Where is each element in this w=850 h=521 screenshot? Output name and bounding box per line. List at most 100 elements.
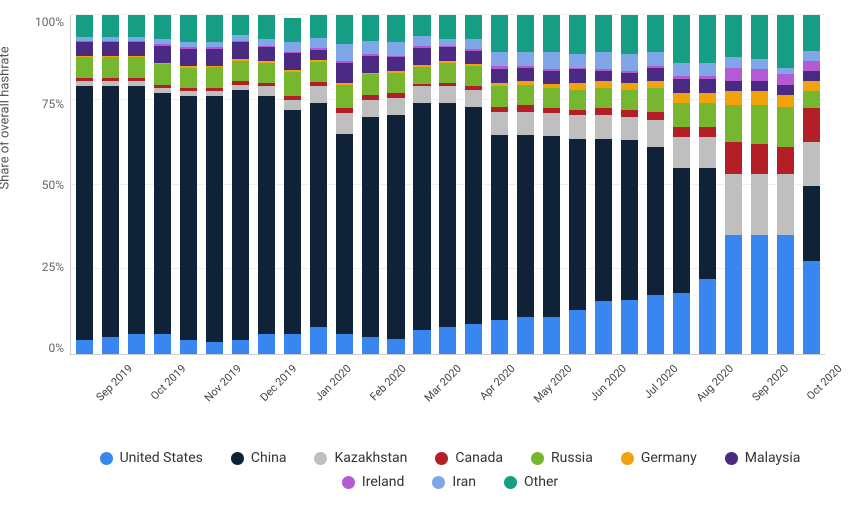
bar-segment [102, 15, 119, 37]
bar-segment [491, 52, 508, 66]
bar [439, 15, 456, 354]
bar-segment [362, 56, 379, 73]
bar-segment [621, 300, 638, 354]
bar-segment [413, 330, 430, 354]
bar-segment [76, 86, 93, 340]
bar [777, 15, 794, 354]
bar-segment [777, 147, 794, 174]
bar-segment [751, 105, 768, 144]
legend-item: Malaysia [725, 450, 801, 466]
bar-segment [76, 57, 93, 77]
bar-segment [647, 15, 664, 52]
bar-segment [336, 134, 353, 334]
bar [647, 15, 664, 354]
bar-segment [154, 46, 171, 63]
bar-segment [362, 15, 379, 40]
bar-segment [284, 100, 301, 110]
x-axis: Sep 2019Oct 2019Nov 2019Dec 2019Jan 2020… [70, 355, 825, 435]
bar-segment [803, 81, 820, 91]
bar-segment [699, 127, 716, 137]
legend-item: Iran [432, 474, 476, 490]
bar-segment [621, 54, 638, 71]
bar [336, 15, 353, 354]
bar-segment [751, 15, 768, 59]
bar-segment [569, 15, 586, 54]
bar-segment [595, 88, 612, 108]
bar-segment [621, 117, 638, 141]
bar-segment [543, 317, 560, 354]
bar [102, 15, 119, 354]
legend-swatch [231, 452, 244, 465]
bar-segment [725, 57, 742, 67]
bar-segment [777, 174, 794, 235]
y-tick: 25% [42, 260, 64, 274]
plot-area [70, 15, 825, 355]
legend-label: Iran [452, 474, 476, 490]
bar-segment [803, 142, 820, 186]
y-tick: 75% [42, 97, 64, 111]
bar-segment [777, 15, 794, 68]
bar-segment [621, 15, 638, 54]
bar-segment [569, 139, 586, 310]
bar-segment [465, 324, 482, 355]
bar-segment [777, 68, 794, 75]
bar-segment [517, 105, 534, 112]
bar [154, 15, 171, 354]
bar-segment [284, 53, 301, 70]
bar-segment [128, 86, 145, 333]
bar-segment [517, 317, 534, 354]
bar-segment [543, 71, 560, 84]
legend-label: Canada [455, 450, 503, 466]
bar-segment [387, 98, 404, 115]
bar-segment [491, 86, 508, 106]
bar-segment [595, 15, 612, 52]
bar-segment [362, 337, 379, 354]
bar-segment [699, 279, 716, 354]
bar [569, 15, 586, 354]
bar-segment [517, 85, 534, 105]
bar-segment [128, 57, 145, 77]
bar-segment [102, 57, 119, 77]
bar-segment [232, 42, 249, 59]
bar [206, 15, 223, 354]
bar-segment [128, 15, 145, 37]
bar-segment [76, 340, 93, 354]
legend-item: China [231, 450, 287, 466]
bar-segment [621, 83, 638, 90]
bar-segment [206, 96, 223, 342]
legend-label: Other [524, 474, 558, 490]
bar [491, 15, 508, 354]
bar-segment [310, 103, 327, 327]
bar-segment [699, 137, 716, 168]
bar-segment [725, 15, 742, 57]
bar-segment [569, 90, 586, 110]
bar-segment [621, 73, 638, 83]
bar-segment [154, 93, 171, 334]
bar-segment [206, 67, 223, 87]
legend-label: Malaysia [745, 450, 801, 466]
bar-segment [673, 15, 690, 62]
legend-item: Russia [531, 450, 593, 466]
bar-segment [569, 310, 586, 354]
bar-segment [439, 15, 456, 39]
bar-segment [284, 42, 301, 52]
bar-segment [803, 91, 820, 108]
bar-segment [362, 74, 379, 94]
bar-segment [751, 91, 768, 105]
bar-segment [647, 295, 664, 354]
bar-segment [673, 79, 690, 93]
bar-segment [803, 71, 820, 81]
bar-segment [751, 144, 768, 175]
bar [725, 15, 742, 354]
bar-segment [777, 74, 794, 84]
bar-segment [284, 18, 301, 41]
bar-segment [725, 68, 742, 82]
legend-label: China [251, 450, 287, 466]
bar-segment [699, 79, 716, 93]
bar [465, 15, 482, 354]
bar-segment [673, 137, 690, 168]
bar [310, 15, 327, 354]
bar [128, 15, 145, 354]
bar-segment [284, 110, 301, 334]
legend-item: United States [100, 450, 203, 466]
